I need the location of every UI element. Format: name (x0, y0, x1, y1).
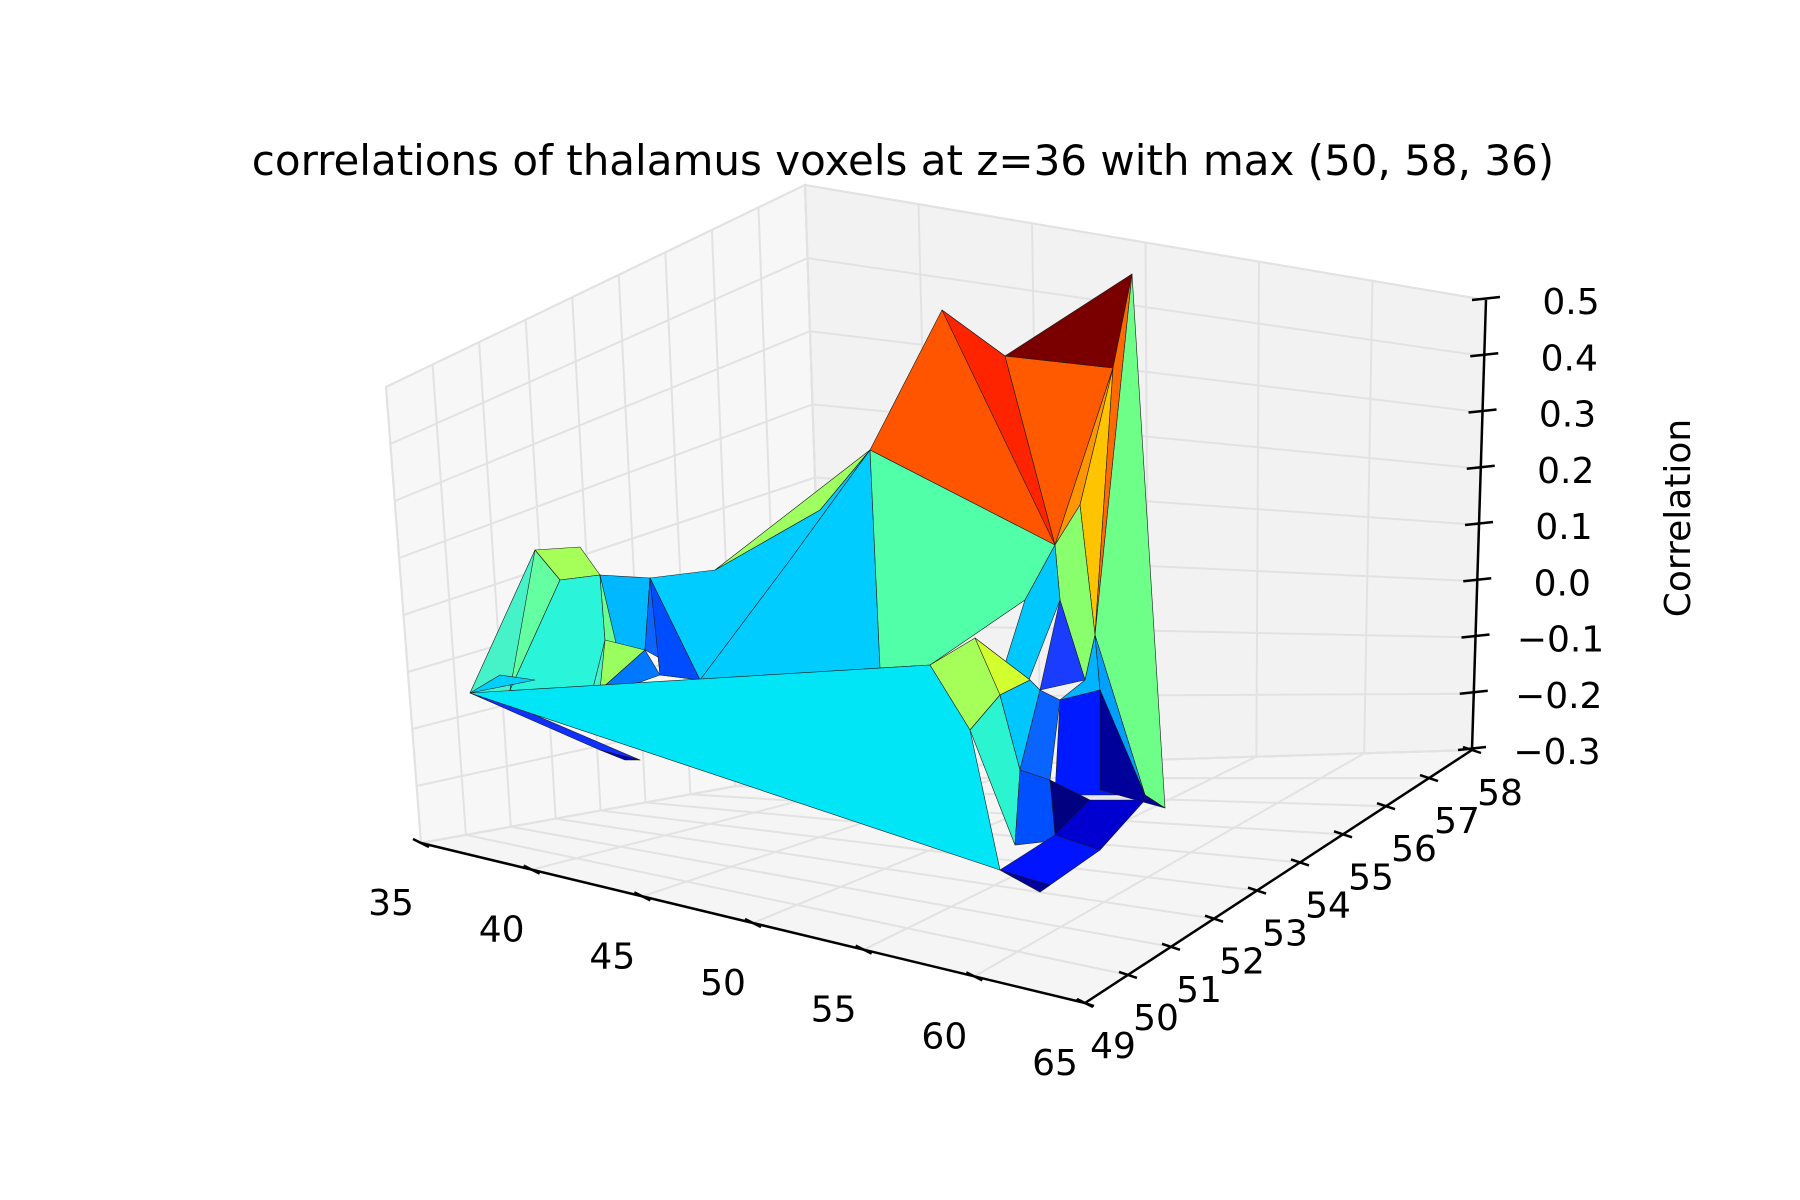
y-tick (1290, 858, 1310, 867)
z-tick (1466, 464, 1495, 470)
surface-facet (1039, 599, 1086, 691)
z-grid-line (389, 257, 808, 445)
surface-facet (1099, 689, 1166, 809)
chart-title: correlations of thalamus voxels at z=36 … (252, 136, 1554, 185)
z-grid-line (403, 476, 816, 616)
x-tick (633, 891, 651, 902)
z-grid-line (398, 403, 813, 559)
x-grid-line (973, 752, 1365, 978)
y-tick-label: 56 (1391, 829, 1437, 870)
z-tick (1463, 577, 1492, 583)
surface-facet (509, 574, 606, 701)
x-tick (744, 917, 762, 929)
x-tick-label: 35 (368, 883, 414, 924)
y-tick (1161, 942, 1181, 951)
x-tick-label: 45 (589, 936, 635, 977)
z-tick (1471, 295, 1501, 302)
x-tick-label: 50 (700, 963, 746, 1004)
z-grid-line (385, 184, 806, 388)
z-tick (1470, 352, 1499, 358)
z-tick (1468, 408, 1497, 414)
surface-facet (649, 577, 701, 681)
x-tick (523, 864, 541, 875)
y-tick (1419, 773, 1439, 783)
z-tick-label: 0.2 (1537, 451, 1594, 492)
y-tick-label: 54 (1305, 885, 1351, 926)
z-grid-line (809, 330, 1483, 414)
z-tick-label: −0.2 (1515, 676, 1602, 717)
y-tick-label: 51 (1176, 970, 1222, 1011)
z-axis-line (1470, 299, 1488, 751)
surface-facet (999, 869, 1051, 893)
x-tick (412, 837, 430, 849)
z-tick (1457, 745, 1487, 752)
y-tick-label: 50 (1133, 998, 1179, 1039)
surface-facet (469, 664, 1001, 871)
y-tick-label: 52 (1219, 942, 1265, 983)
y-grid-line (510, 825, 1172, 948)
y-grid-line (555, 817, 1215, 920)
z-ticks: 0.5 0.4 0.3 0.2 0.1 0.0 −0.1 −0.2 −0.3 (1457, 282, 1604, 773)
z-axis-label: Correlation (1658, 419, 1699, 618)
y-tick-label: 58 (1477, 773, 1523, 814)
y-tick-label: 57 (1434, 801, 1480, 842)
surface-facet (599, 749, 641, 761)
x-tick-label: 55 (811, 990, 857, 1031)
z-tick-label: 0.4 (1541, 338, 1598, 379)
z-tick-label: 0.1 (1535, 507, 1592, 548)
z-tick (1461, 633, 1490, 639)
x-tick-label: 60 (921, 1016, 967, 1057)
z-tick-label: 0.5 (1542, 282, 1599, 323)
x-tick-label: 65 (1032, 1043, 1078, 1084)
y-grid-line (600, 809, 1258, 892)
y-tick (1075, 998, 1095, 1008)
correlation-surface (469, 273, 1166, 893)
y-tick-label: 53 (1262, 914, 1308, 955)
z-tick-label: 0.0 (1534, 563, 1591, 604)
z-tick-label: −0.3 (1513, 732, 1600, 773)
y-tick (1333, 830, 1353, 839)
x-tick-label: 40 (479, 910, 525, 951)
z-grid-line (394, 330, 811, 502)
surface-facet (869, 449, 1056, 669)
y-tick (1118, 970, 1138, 980)
z-grid-line (807, 257, 1485, 358)
y-axis-line (1084, 748, 1473, 1005)
y-grid-line (465, 833, 1129, 976)
z-tick-label: −0.1 (1517, 620, 1604, 661)
z-tick (1464, 520, 1494, 527)
x-tick (855, 944, 873, 955)
x-tick (965, 971, 983, 982)
surface-facet (714, 449, 871, 571)
y-tick (1376, 802, 1396, 811)
y-tick-label: 49 (1090, 1026, 1136, 1067)
surface-facet (469, 674, 536, 694)
y-tick (1204, 914, 1224, 923)
z-grid-line (804, 184, 1487, 301)
z-tick (1459, 689, 1488, 695)
x-ticks: 35 40 45 50 55 60 65 (368, 837, 1094, 1084)
y-tick-label: 55 (1348, 857, 1394, 898)
z-tick-label: 0.3 (1539, 395, 1596, 436)
y-tick (1247, 886, 1267, 895)
